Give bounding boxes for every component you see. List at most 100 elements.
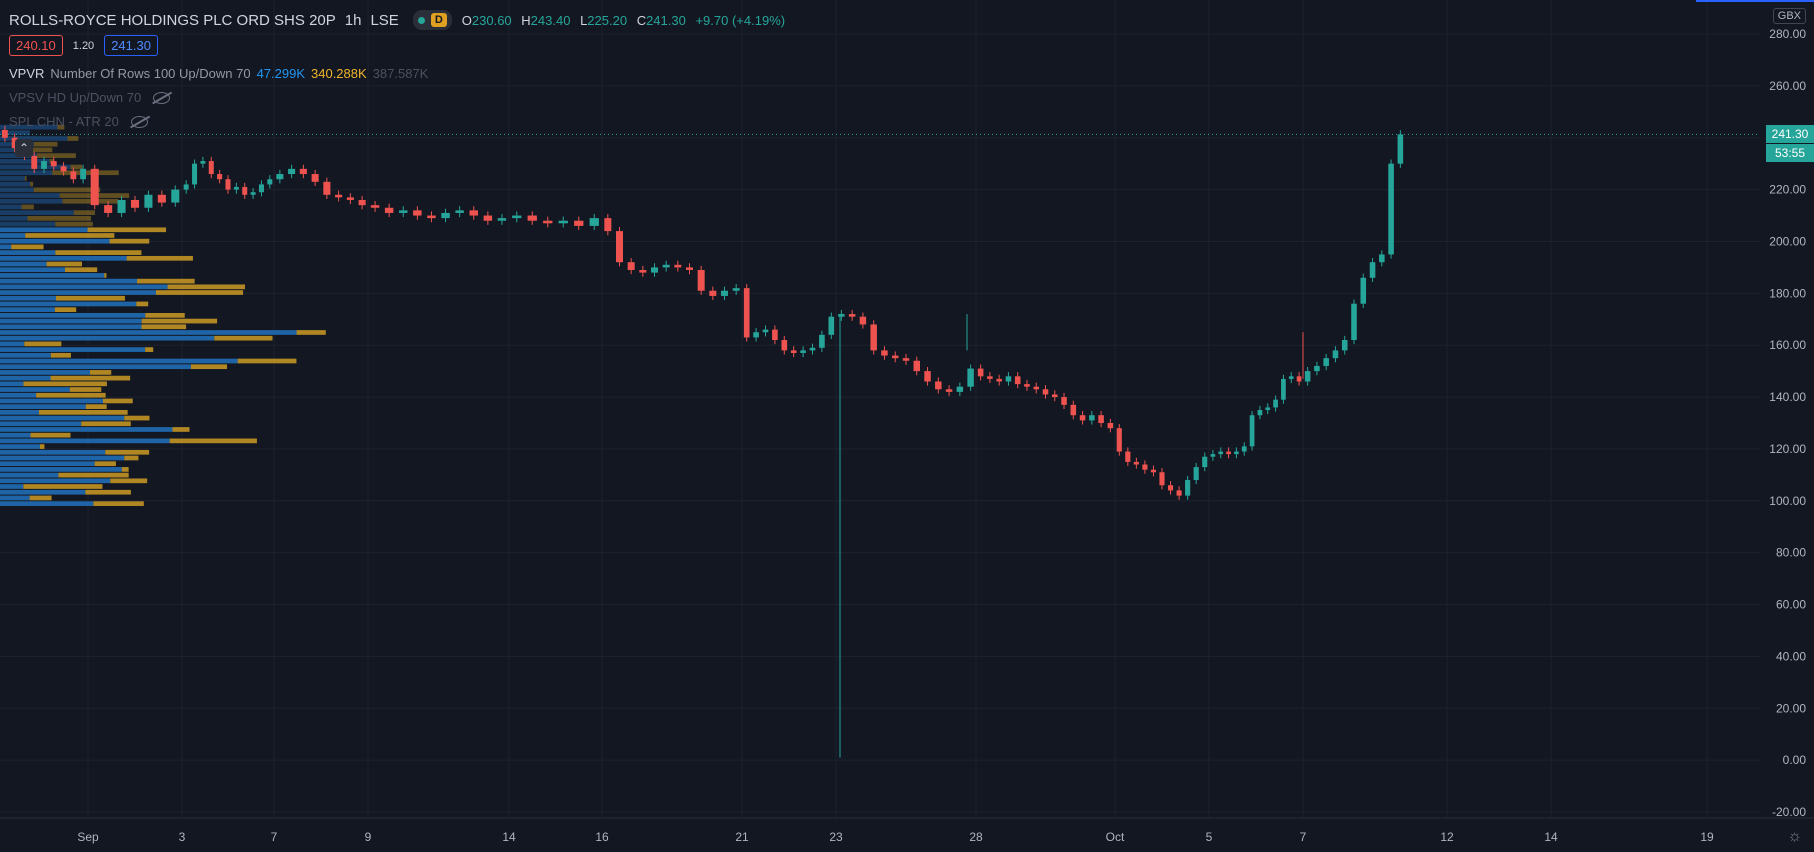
symbol-legend[interactable]: ROLLS-ROYCE HOLDINGS PLC ORD SHS 20P 1h … (9, 10, 785, 30)
volume-bar-down (23, 484, 103, 489)
candle-body (144, 194, 153, 208)
volume-bar-up (0, 352, 51, 358)
candle-body (1079, 415, 1086, 421)
candle-body (217, 174, 223, 180)
candle-body (384, 207, 394, 213)
volume-bar-down (21, 204, 34, 210)
candle-body (1202, 456, 1208, 468)
candle-body (80, 168, 87, 180)
candle-body (1005, 376, 1012, 382)
volume-bar-up (0, 136, 68, 141)
x-tick-label: 21 (735, 830, 749, 844)
candle-body (743, 288, 750, 338)
candle-body (250, 192, 256, 195)
candle-body (1296, 376, 1302, 382)
x-tick-label: 3 (179, 830, 186, 844)
volume-bar-down (167, 284, 246, 290)
volume-bar-down (81, 421, 131, 427)
candle-body (192, 163, 198, 185)
candle-body (60, 166, 67, 172)
candle-body (1193, 467, 1199, 481)
volume-bar-up (0, 335, 215, 341)
candle-body (1033, 386, 1040, 390)
delayed-badge: D (430, 13, 447, 27)
candle-body (639, 269, 647, 273)
volume-bar-up (0, 364, 191, 370)
x-tick-label: 16 (595, 830, 609, 844)
market-status[interactable]: D (412, 10, 452, 30)
volume-bar-up (0, 170, 53, 176)
candle-body (967, 368, 974, 387)
candle-body (1351, 303, 1357, 341)
volume-bar-down (90, 370, 112, 375)
candle-body (399, 210, 408, 213)
candle-body (117, 199, 126, 213)
ask-price[interactable]: 241.30 (104, 35, 158, 56)
candle-body (828, 316, 835, 335)
candle-body (512, 215, 522, 219)
bid-price[interactable]: 240.10 (9, 35, 63, 56)
candle-body (469, 210, 478, 216)
volume-bar-down (105, 449, 150, 455)
candle-body (242, 187, 248, 195)
settings-gear-icon[interactable]: ☼ (1787, 828, 1802, 845)
candles (1, 125, 1404, 758)
volume-bar-down (23, 147, 53, 153)
volume-bar-up (0, 370, 91, 375)
candle-body (483, 215, 493, 221)
currency-label[interactable]: GBX (1772, 8, 1806, 24)
candle-body (130, 199, 140, 208)
hidden-eye-icon[interactable] (130, 115, 148, 128)
candle-body (1107, 423, 1114, 429)
volume-bar-up (0, 324, 142, 330)
volume-bar-down (39, 444, 45, 449)
x-tick-label: Sep (77, 830, 99, 844)
volume-bar-down (102, 398, 133, 404)
volume-bar-down (85, 404, 107, 409)
candle-body (427, 215, 436, 219)
y-tick-label: 180.00 (1769, 286, 1806, 300)
candle-body (358, 199, 366, 206)
volume-bar-up (0, 158, 50, 164)
candle-body (686, 267, 693, 270)
candle-body (41, 161, 47, 169)
candle-body (902, 358, 910, 361)
candle-body (604, 218, 612, 232)
interval-label[interactable]: 1h (344, 11, 362, 29)
candle-body (1051, 394, 1058, 398)
vpvr-params: Number Of Rows 100 Up/Down 70 (50, 66, 251, 81)
time-axis: Sep 3 7 9 14 16 21 23 28 Oct 5 7 12 14 19 (0, 817, 1814, 844)
candle-body (1133, 461, 1139, 465)
indicator-spl[interactable]: SPL CHN - ATR 20 (9, 114, 148, 129)
candle-body (1, 129, 8, 138)
volume-bar-down (24, 341, 62, 347)
volume-bar-up (0, 244, 12, 250)
vpsv-label: VPSV HD Up/Down 70 (9, 90, 142, 105)
candle-body (50, 161, 57, 167)
candle-body (200, 161, 206, 164)
candle-body (1116, 428, 1122, 452)
volume-bar-up (0, 478, 111, 484)
volume-bar-down (190, 364, 228, 370)
volume-bar-up (0, 210, 74, 216)
indicator-vpsv[interactable]: VPSV HD Up/Down 70 (9, 90, 171, 105)
volume-bar-down (30, 181, 34, 187)
candle-body (1314, 365, 1320, 372)
candle-body (455, 210, 464, 213)
y-tick-label: 40.00 (1776, 649, 1806, 663)
volume-bar-down (70, 164, 83, 170)
symbol-title[interactable]: ROLLS-ROYCE HOLDINGS PLC ORD SHS 20P (9, 11, 336, 29)
candle-body (674, 264, 682, 268)
indicator-vpvr[interactable]: VPVR Number Of Rows 100 Up/Down 70 47.29… (9, 66, 428, 81)
market-open-icon (417, 16, 425, 24)
candle-body (1014, 376, 1021, 385)
volume-bar-up (0, 318, 142, 324)
volume-bar-up (0, 495, 30, 501)
candle-body (1089, 415, 1095, 421)
collapse-legend-button[interactable]: ⌃ (15, 139, 33, 157)
hidden-eye-icon[interactable] (153, 91, 171, 104)
volume-bar-up (0, 501, 94, 506)
candle-body (977, 368, 984, 377)
y-tick-label: 120.00 (1769, 442, 1806, 456)
